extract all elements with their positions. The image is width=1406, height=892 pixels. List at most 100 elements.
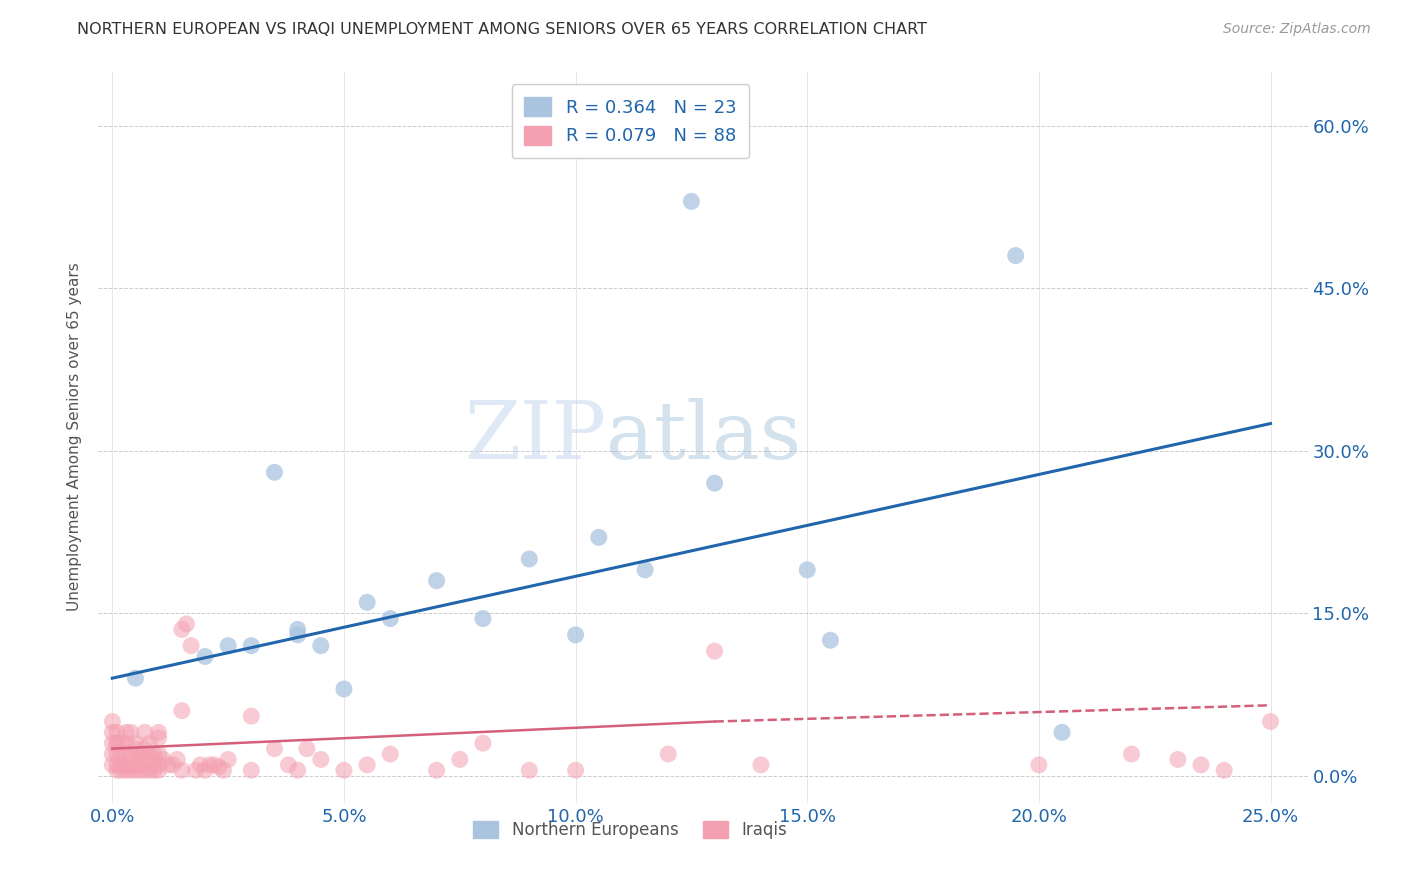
Point — [208, 760, 231, 774]
Point — [124, 736, 146, 750]
Point — [148, 731, 170, 745]
Point — [356, 757, 378, 772]
Point — [634, 563, 657, 577]
Point — [134, 741, 156, 756]
Point — [105, 736, 128, 750]
Point — [124, 741, 146, 756]
Point — [148, 725, 170, 739]
Point — [1028, 757, 1050, 772]
Point — [1121, 747, 1143, 761]
Point — [1213, 764, 1236, 778]
Point — [240, 639, 263, 653]
Legend: Northern Europeans, Iraqis: Northern Europeans, Iraqis — [467, 814, 794, 846]
Point — [194, 764, 217, 778]
Text: NORTHERN EUROPEAN VS IRAQI UNEMPLOYMENT AMONG SENIORS OVER 65 YEARS CORRELATION : NORTHERN EUROPEAN VS IRAQI UNEMPLOYMENT … — [77, 22, 928, 37]
Point — [129, 747, 152, 761]
Point — [184, 764, 207, 778]
Point — [1167, 752, 1189, 766]
Point — [120, 747, 142, 761]
Point — [471, 736, 494, 750]
Point — [380, 747, 402, 761]
Point — [105, 764, 128, 778]
Point — [356, 595, 378, 609]
Point — [124, 764, 146, 778]
Point — [101, 714, 124, 729]
Point — [703, 476, 725, 491]
Point — [309, 639, 332, 653]
Point — [426, 764, 449, 778]
Point — [749, 757, 772, 772]
Point — [101, 757, 124, 772]
Point — [588, 530, 610, 544]
Point — [148, 747, 170, 761]
Point — [176, 617, 198, 632]
Point — [188, 757, 211, 772]
Point — [115, 764, 138, 778]
Text: Source: ZipAtlas.com: Source: ZipAtlas.com — [1223, 22, 1371, 37]
Point — [124, 671, 146, 685]
Point — [217, 752, 239, 766]
Point — [115, 747, 138, 761]
Point — [180, 639, 202, 653]
Point — [101, 725, 124, 739]
Point — [449, 752, 471, 766]
Point — [198, 757, 221, 772]
Y-axis label: Unemployment Among Seniors over 65 years: Unemployment Among Seniors over 65 years — [67, 263, 83, 611]
Point — [143, 752, 166, 766]
Point — [105, 725, 128, 739]
Point — [170, 623, 193, 637]
Point — [124, 757, 146, 772]
Point — [148, 757, 170, 772]
Point — [1260, 714, 1282, 729]
Point — [287, 623, 309, 637]
Point — [1050, 725, 1073, 739]
Point — [820, 633, 842, 648]
Point — [263, 741, 285, 756]
Point — [240, 764, 263, 778]
Point — [194, 649, 217, 664]
Point — [263, 465, 285, 479]
Point — [162, 757, 184, 772]
Point — [101, 736, 124, 750]
Point — [138, 764, 160, 778]
Point — [115, 736, 138, 750]
Point — [120, 757, 142, 772]
Point — [134, 752, 156, 766]
Point — [134, 764, 156, 778]
Point — [105, 757, 128, 772]
Point — [681, 194, 703, 209]
Text: atlas: atlas — [606, 398, 801, 476]
Point — [380, 611, 402, 625]
Point — [657, 747, 679, 761]
Point — [796, 563, 818, 577]
Point — [1004, 249, 1026, 263]
Point — [110, 747, 132, 761]
Point — [129, 764, 152, 778]
Point — [143, 747, 166, 761]
Point — [426, 574, 449, 588]
Point — [309, 752, 332, 766]
Point — [101, 747, 124, 761]
Point — [295, 741, 318, 756]
Point — [1189, 757, 1212, 772]
Point — [143, 764, 166, 778]
Point — [138, 747, 160, 761]
Point — [517, 552, 540, 566]
Point — [564, 628, 586, 642]
Point — [333, 764, 356, 778]
Point — [148, 764, 170, 778]
Point — [212, 764, 235, 778]
Point — [564, 764, 586, 778]
Point — [110, 764, 132, 778]
Point — [287, 628, 309, 642]
Point — [170, 764, 193, 778]
Point — [105, 736, 128, 750]
Point — [134, 725, 156, 739]
Point — [152, 752, 174, 766]
Point — [110, 757, 132, 772]
Point — [333, 681, 356, 696]
Point — [156, 757, 179, 772]
Point — [129, 757, 152, 772]
Point — [471, 611, 494, 625]
Point — [240, 709, 263, 723]
